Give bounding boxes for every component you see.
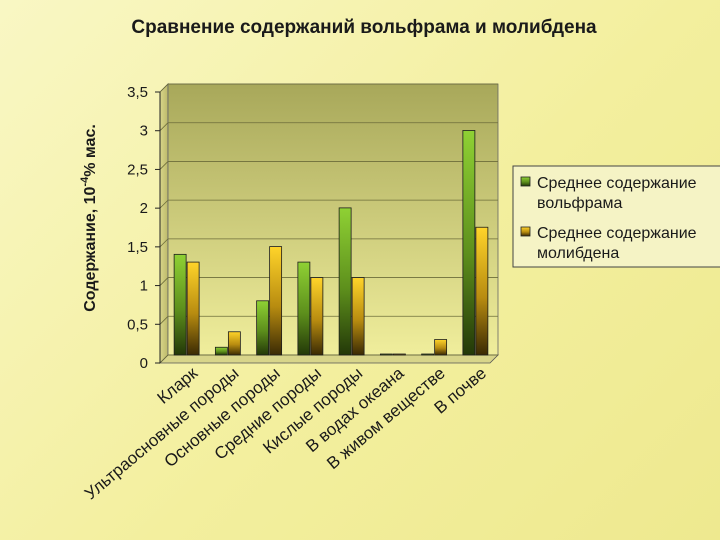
plot-background	[167, 83, 499, 356]
y-axis-label-unit: % мас.	[82, 124, 99, 177]
y-tick-label: 3	[140, 123, 148, 140]
grid-line-side	[159, 277, 169, 286]
plot-side-wall	[159, 83, 169, 364]
y-tick-label: 2,5	[127, 161, 148, 178]
y-axis-label: Содержание, 10-4% мас.	[79, 124, 99, 312]
chart-title: Сравнение содержаний вольфрама и молибде…	[131, 17, 597, 38]
bar-tungsten	[421, 353, 435, 356]
bar-molybdenum	[227, 331, 241, 356]
bar-molybdenum	[269, 246, 283, 356]
legend-tungsten-line-1: Среднее содержание	[537, 175, 697, 192]
grid-line-side	[159, 354, 169, 364]
bar-molybdenum	[310, 277, 324, 356]
y-axis-label-exponent: -4	[79, 176, 91, 187]
bar-tungsten	[297, 261, 311, 356]
grid-line-side	[159, 199, 169, 209]
legend-label-molybdenum: Среднее содержание молибдена	[537, 225, 701, 262]
bar-tungsten	[462, 130, 476, 356]
grid-line-side	[159, 238, 169, 248]
bar-tungsten	[338, 207, 352, 356]
y-axis-ticks: 0 0,5 1 1,5 2 2,5 3 3,5	[127, 84, 161, 372]
legend-swatch-tungsten	[520, 176, 531, 187]
bars	[173, 130, 489, 356]
grid-line-side	[159, 83, 169, 93]
y-tick-label: 1	[140, 278, 148, 295]
y-tick-label: 3,5	[127, 84, 148, 101]
legend-box	[512, 165, 720, 268]
bar-tungsten	[256, 300, 270, 356]
bar-tungsten	[379, 353, 393, 356]
y-tick-label: 2	[140, 200, 148, 217]
legend-tungsten-line-2: вольфрама	[537, 195, 623, 212]
grid-line-side	[159, 161, 169, 170]
plot-floor	[159, 354, 499, 364]
grid-line-side	[159, 122, 169, 131]
bar-tungsten	[214, 346, 228, 356]
y-tick-label: 0,5	[127, 316, 148, 333]
bar-molybdenum	[475, 226, 489, 356]
legend-molybdenum-line-2: молибдена	[537, 245, 619, 262]
y-axis-label-main: Содержание, 10	[82, 186, 99, 311]
legend: Среднее содержание вольфрама Среднее сод…	[512, 165, 720, 268]
y-tick-label: 0	[140, 355, 148, 372]
legend-swatch-molybdenum	[520, 226, 531, 237]
y-tick-label: 1,5	[127, 239, 148, 256]
legend-molybdenum-line-1: Среднее содержание	[537, 225, 697, 242]
bar-molybdenum	[351, 277, 365, 356]
legend-label-tungsten: Среднее содержание вольфрама	[537, 175, 701, 212]
bar-molybdenum	[434, 339, 448, 356]
bar-molybdenum	[392, 353, 406, 356]
grid-line-side	[159, 316, 169, 325]
bar-tungsten	[173, 253, 187, 356]
plot-area	[159, 83, 499, 364]
bar-molybdenum	[186, 261, 200, 356]
x-tick-label: Ультраосновные породы	[81, 364, 242, 504]
